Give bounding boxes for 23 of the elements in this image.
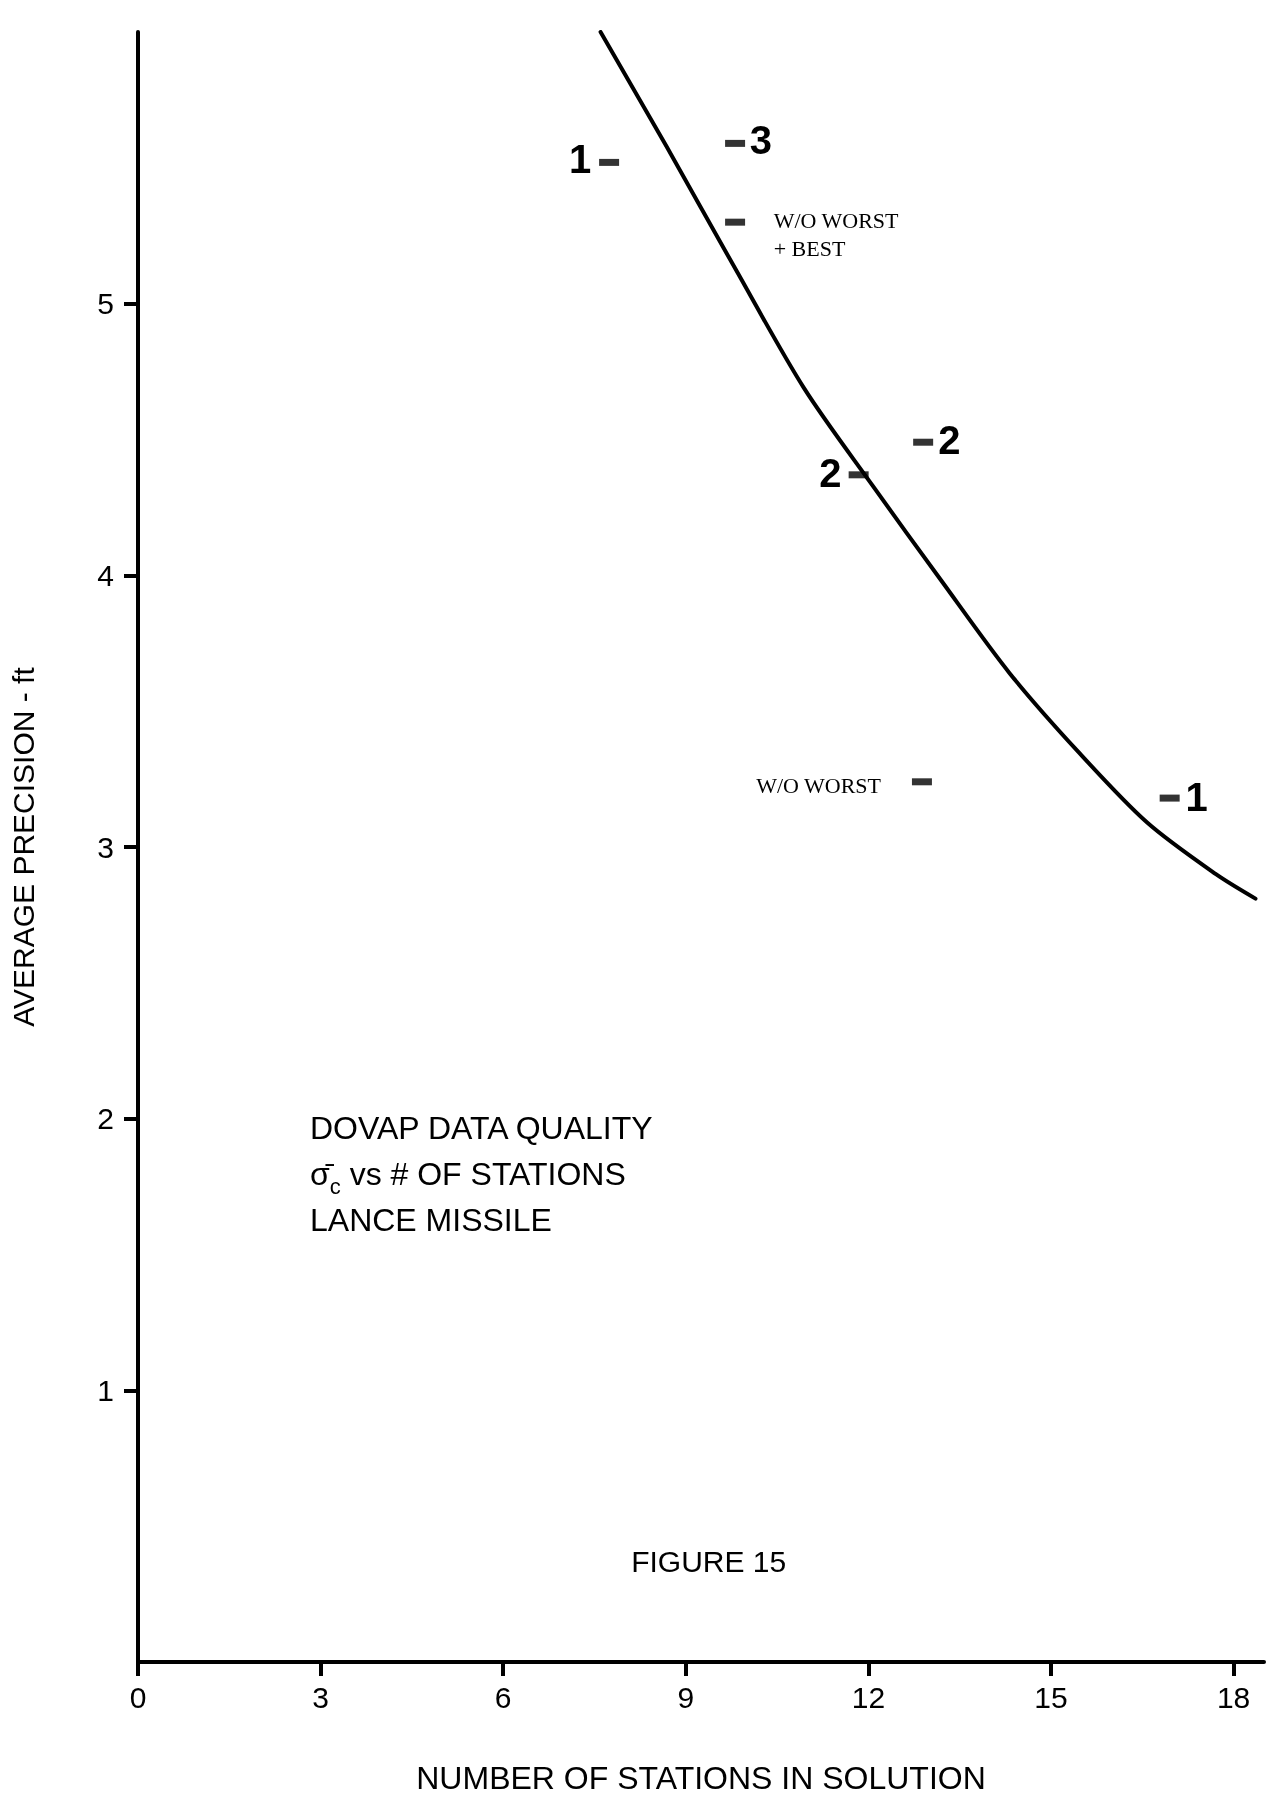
x-tick-label: 3 <box>312 1680 329 1714</box>
annotation: 3 <box>749 117 772 162</box>
y-tick-label: 5 <box>97 287 114 321</box>
annotation: W/O WORST + BEST <box>773 208 900 262</box>
x-tick-label: 0 <box>129 1680 147 1714</box>
x-axis-title: NUMBER OF STATIONS IN SOLUTION <box>416 1760 986 1796</box>
x-tick-label: 6 <box>494 1680 512 1714</box>
line-series <box>598 30 1258 901</box>
annotation: 2 <box>938 417 961 462</box>
annotation: 1 <box>1185 775 1208 820</box>
annotation: 1 <box>569 136 592 181</box>
annotation: 2 <box>819 450 842 495</box>
y-tick-label: 4 <box>97 558 114 592</box>
y-axis-title: AVERAGE PRECISION - ft <box>6 666 40 1027</box>
annotation: W/O WORST <box>756 772 882 798</box>
y-tick-label: 3 <box>97 830 114 864</box>
x-tick-label: 18 <box>1216 1680 1251 1714</box>
x-tick-label: 15 <box>1034 1680 1068 1714</box>
x-tick-label: 12 <box>851 1680 886 1714</box>
y-tick-label: 2 <box>97 1102 114 1136</box>
x-tick-label: 9 <box>677 1680 695 1714</box>
annotation: FIGURE 15 <box>631 1544 787 1578</box>
y-tick-label: 1 <box>97 1373 114 1407</box>
